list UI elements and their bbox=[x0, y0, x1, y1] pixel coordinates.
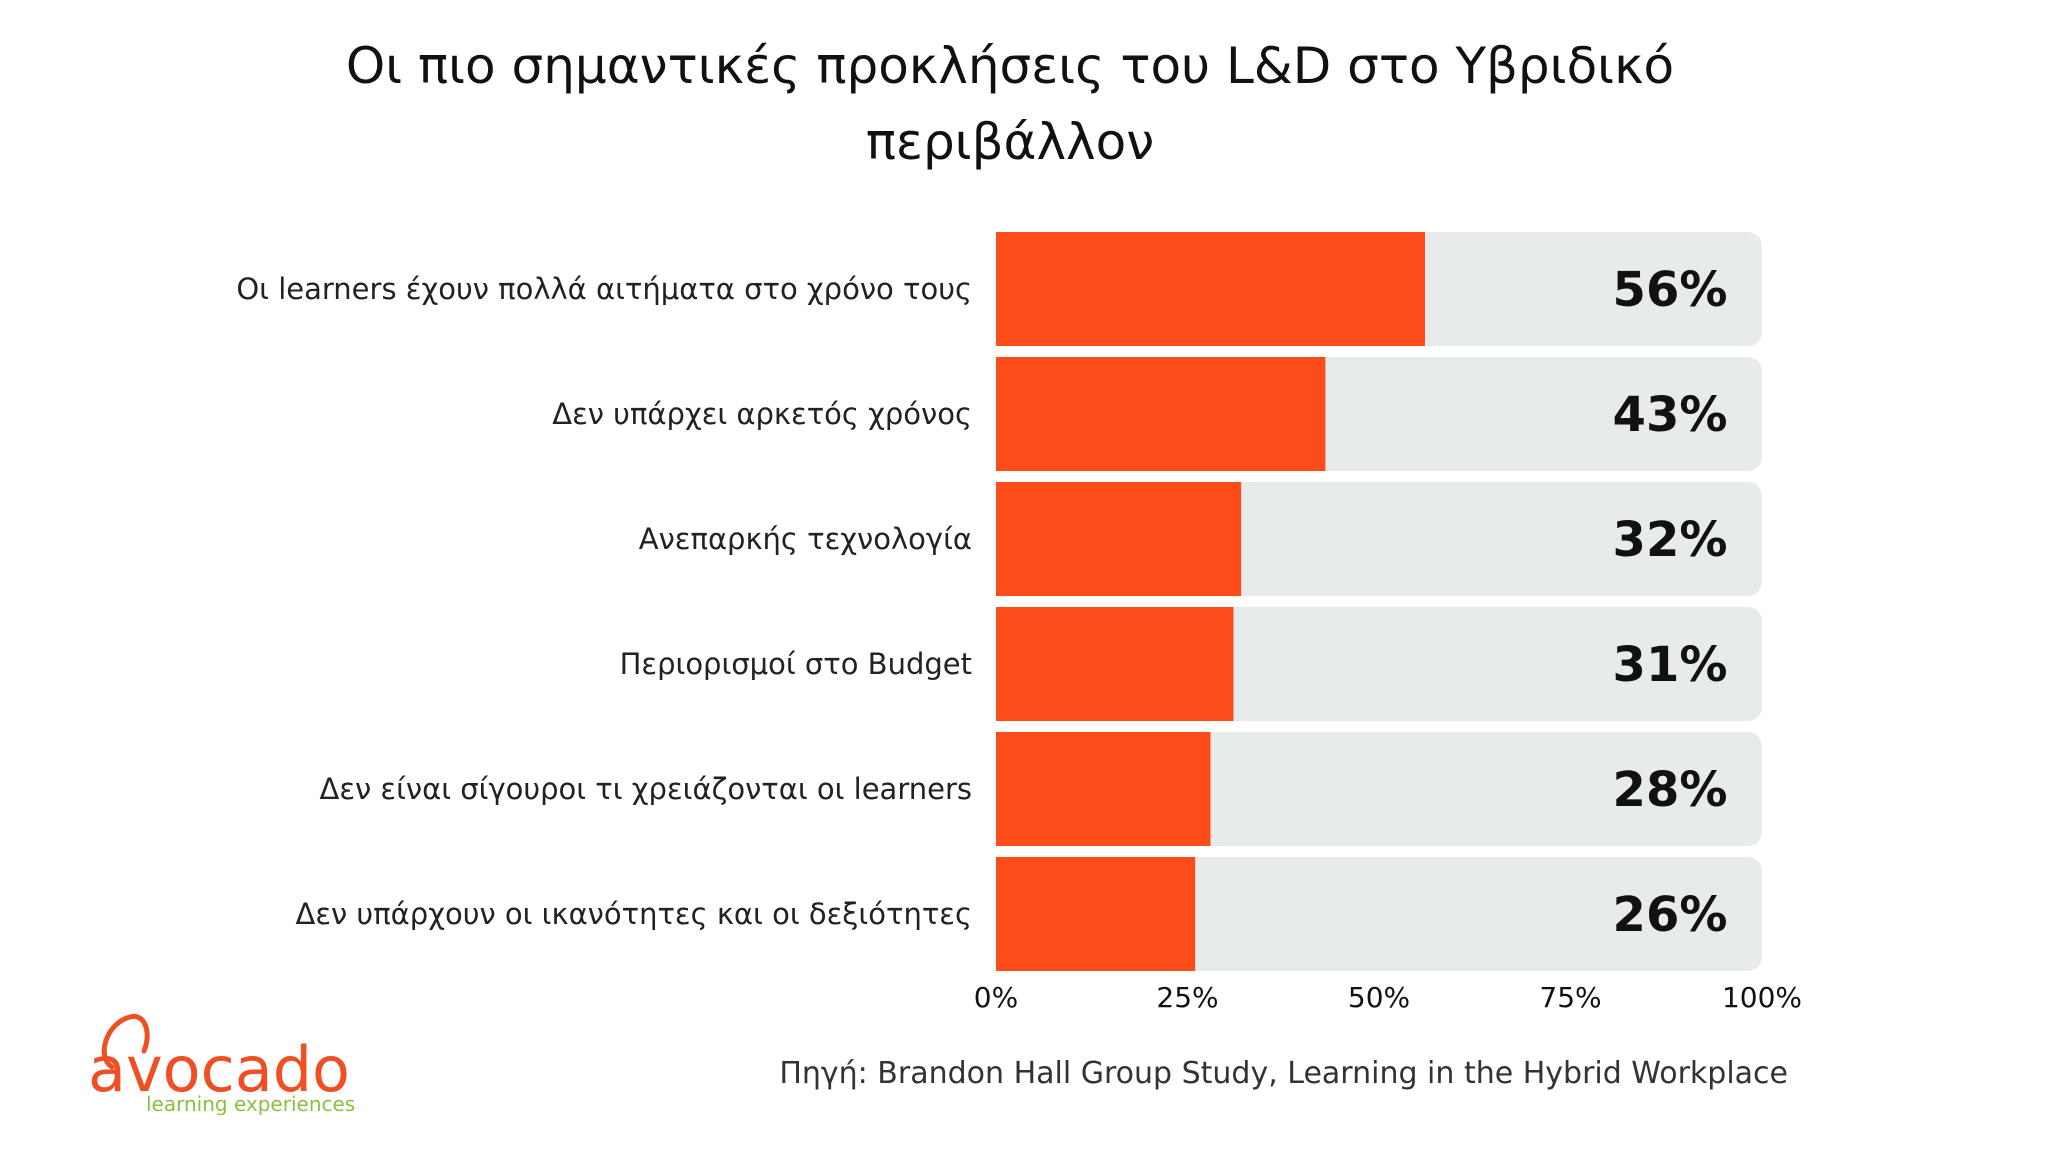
x-tick-label: 0% bbox=[974, 981, 1018, 1014]
bar bbox=[996, 857, 1196, 971]
value-label: 32% bbox=[1613, 512, 1728, 568]
bar bbox=[996, 732, 1211, 846]
x-tick-label: 75% bbox=[1539, 981, 1601, 1014]
bar bbox=[996, 357, 1326, 471]
logo-wordmark: avocado bbox=[88, 1033, 350, 1106]
avocado-logo-mark bbox=[101, 1014, 150, 1070]
category-label: Ανεπαρκής τεχνολογία bbox=[639, 522, 972, 556]
category-label: Οι learners έχουν πολλά αιτήματα στο χρό… bbox=[236, 272, 972, 306]
value-label: 26% bbox=[1613, 887, 1728, 943]
x-tick-label: 25% bbox=[1156, 981, 1218, 1014]
source-note: Πηγή: Brandon Hall Group Study, Learning… bbox=[779, 1056, 1788, 1091]
value-label: 28% bbox=[1613, 762, 1728, 818]
category-label: Δεν υπάρχουν οι ικανότητες και οι δεξιότ… bbox=[296, 897, 973, 931]
bar bbox=[996, 607, 1234, 721]
avocado-logo: avocado learning experiences bbox=[88, 1014, 355, 1115]
chart-title: Οι πιο σημαντικές προκλήσεις του L&D στο… bbox=[345, 37, 1675, 171]
category-label: Δεν είναι σίγουροι τι χρειάζονται οι lea… bbox=[319, 772, 972, 806]
bars bbox=[996, 232, 1425, 971]
bar-chart: Οι learners έχουν πολλά αιτήματα στο χρό… bbox=[236, 232, 1802, 1014]
category-labels: Οι learners έχουν πολλά αιτήματα στο χρό… bbox=[236, 272, 972, 931]
bar bbox=[996, 482, 1242, 596]
category-label: Δεν υπάρχει αρκετός χρόνος bbox=[552, 397, 972, 431]
value-label: 43% bbox=[1613, 387, 1728, 443]
value-label: 31% bbox=[1613, 637, 1728, 693]
x-axis-ticks: 0% 25% 50% 75% 100% bbox=[974, 981, 1802, 1014]
x-tick-label: 100% bbox=[1722, 981, 1802, 1014]
logo-tagline: learning experiences bbox=[146, 1092, 355, 1115]
value-labels: 56% 43% 32% 31% 28% 26% bbox=[1613, 262, 1728, 943]
x-tick-label: 50% bbox=[1348, 981, 1410, 1014]
bar bbox=[996, 232, 1425, 346]
value-label: 56% bbox=[1613, 262, 1728, 318]
category-label: Περιορισμοί στο Budget bbox=[620, 647, 972, 681]
